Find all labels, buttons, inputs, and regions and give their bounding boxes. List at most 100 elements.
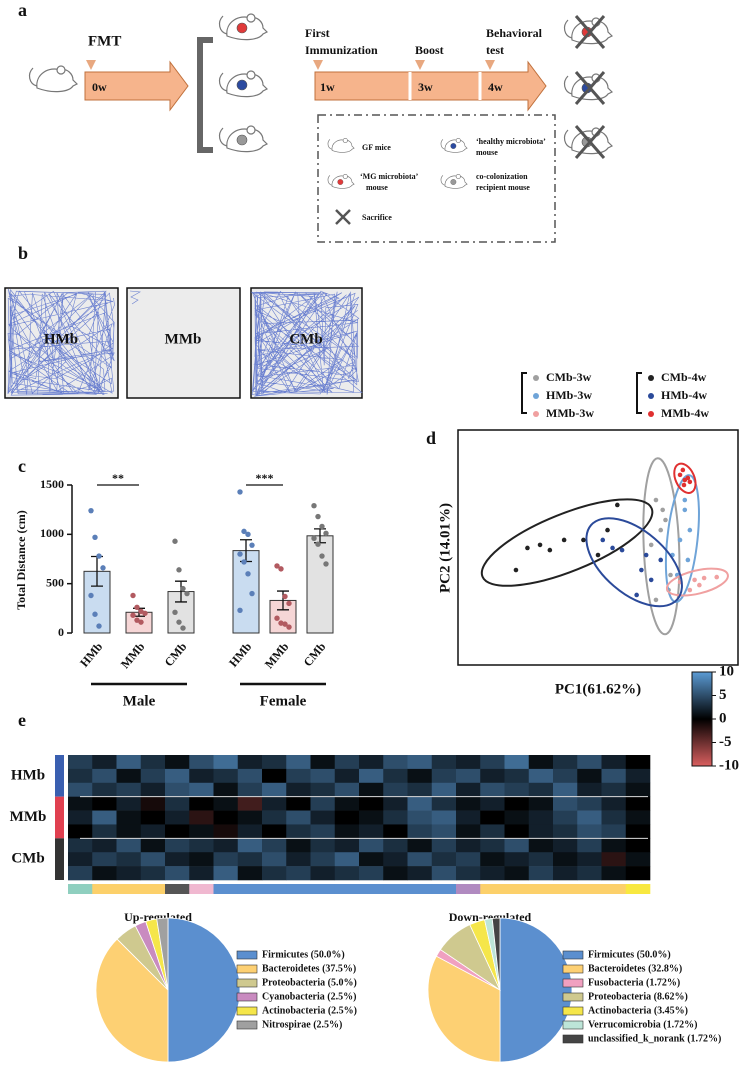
heatmap-cell — [116, 810, 142, 825]
data-point — [311, 503, 317, 509]
heatmap-cell — [310, 782, 336, 797]
legend-text: ‘MG microbiota’ — [360, 172, 419, 181]
heatmap-cell — [116, 838, 142, 853]
heatmap-cell — [553, 755, 578, 770]
group-bar — [55, 755, 64, 797]
heatmap-cell — [165, 866, 190, 881]
y-tick-label: 1500 — [40, 477, 64, 491]
heatmap-cell — [456, 810, 481, 825]
heatmap-cell — [237, 852, 263, 867]
phylum-band — [625, 884, 651, 894]
panel-label: a — [18, 0, 27, 20]
data-point — [176, 567, 182, 573]
row-group-label: CMb — [11, 851, 44, 867]
data-point — [241, 559, 247, 565]
data-point — [595, 552, 601, 558]
data-point — [315, 541, 321, 547]
mouse-icon — [218, 125, 269, 153]
legend-text: GF mice — [362, 143, 391, 152]
legend-label: Nitrospirae (2.5%) — [262, 1019, 342, 1030]
heatmap-cell — [286, 755, 311, 770]
heatmap-cell — [359, 852, 384, 867]
plot-frame — [457, 429, 739, 666]
data-point — [96, 623, 102, 629]
heatmap-cell — [480, 768, 505, 784]
time-label: 0w — [92, 80, 107, 94]
heatmap-cell — [577, 852, 602, 867]
colorbar-label: -10 — [719, 757, 739, 773]
legend-text: ‘healthy microbiota’ — [476, 137, 546, 146]
data-point — [88, 507, 94, 514]
heatmap-cell — [92, 852, 117, 867]
step-label: Behavioral — [486, 26, 543, 40]
heatmap-cell — [213, 824, 239, 839]
heatmap-cell — [625, 824, 651, 839]
heatmap-cell — [431, 866, 457, 881]
data-point — [634, 592, 639, 598]
mouse-dot — [236, 22, 248, 34]
data-point — [658, 557, 664, 563]
legend-label: MMb-4w — [661, 406, 709, 420]
y-tick-label: 1000 — [40, 526, 64, 540]
heatmap-cell — [407, 755, 433, 770]
pie-slice — [95, 938, 169, 1063]
data-point — [142, 610, 148, 616]
heatmap-cell — [237, 796, 263, 811]
data-point — [615, 502, 620, 508]
heatmap-cell — [553, 852, 578, 867]
colorbar — [691, 671, 713, 767]
arena — [126, 287, 241, 399]
panel-label: b — [18, 243, 28, 263]
colorbar-label: -5 — [719, 734, 732, 750]
data-point — [130, 592, 136, 599]
heatmap-cell — [237, 755, 263, 770]
pie-slice — [491, 917, 501, 991]
heatmap-cell — [359, 866, 384, 881]
heatmap-cell — [213, 852, 239, 867]
heatmap-cell — [262, 782, 287, 797]
heatmap-cell — [601, 838, 627, 853]
legend-label: Cyanobacteria (2.5%) — [262, 991, 356, 1002]
legend-label: unclassified_k_norank (1.72%) — [588, 1033, 721, 1044]
data-point — [319, 523, 325, 530]
heatmap-cell — [383, 810, 408, 825]
heatmap-cell — [456, 782, 481, 797]
legend-label: Verrucomicrobia (1.72%) — [588, 1019, 697, 1030]
heatmap-cell — [262, 810, 287, 825]
heatmap-cell — [92, 796, 117, 811]
heatmap-cell — [92, 810, 117, 825]
heatmap-cell — [480, 852, 505, 867]
heatmap-cell — [601, 852, 627, 867]
heatmap-cell — [286, 810, 311, 825]
track — [250, 290, 363, 397]
heatmap-cell — [577, 866, 602, 881]
heatmap-cell — [68, 852, 93, 867]
legend-label: Bacteroidetes (37.5%) — [262, 963, 356, 974]
heatmap-cell — [383, 796, 408, 811]
heatmap-cell — [189, 782, 214, 797]
heatmap-cell — [480, 796, 505, 811]
heatmap-cell — [528, 796, 554, 811]
timeline-arrow — [314, 60, 547, 112]
heatmap-cell — [383, 824, 408, 839]
data-point — [180, 625, 186, 631]
data-point — [619, 547, 625, 553]
heatmap-cell — [68, 796, 93, 811]
heatmap-cell — [407, 852, 433, 867]
phylum-band — [286, 884, 311, 894]
x-tick-label: HMb — [77, 639, 106, 669]
heatmap-cell — [359, 782, 384, 797]
heatmap-cell — [504, 768, 530, 784]
heatmap-cell — [553, 782, 578, 797]
heatmap-cell — [262, 824, 287, 839]
heatmap-cell — [92, 768, 117, 784]
data-point — [274, 615, 280, 621]
data-point — [278, 566, 284, 572]
legend-marker — [533, 375, 539, 381]
data-point — [600, 537, 606, 543]
heatmap-cell — [116, 852, 142, 867]
mouse-dot — [450, 179, 457, 185]
heatmap-cell — [480, 866, 505, 881]
heatmap-cell — [577, 796, 602, 811]
heatmap-cell — [407, 768, 433, 784]
